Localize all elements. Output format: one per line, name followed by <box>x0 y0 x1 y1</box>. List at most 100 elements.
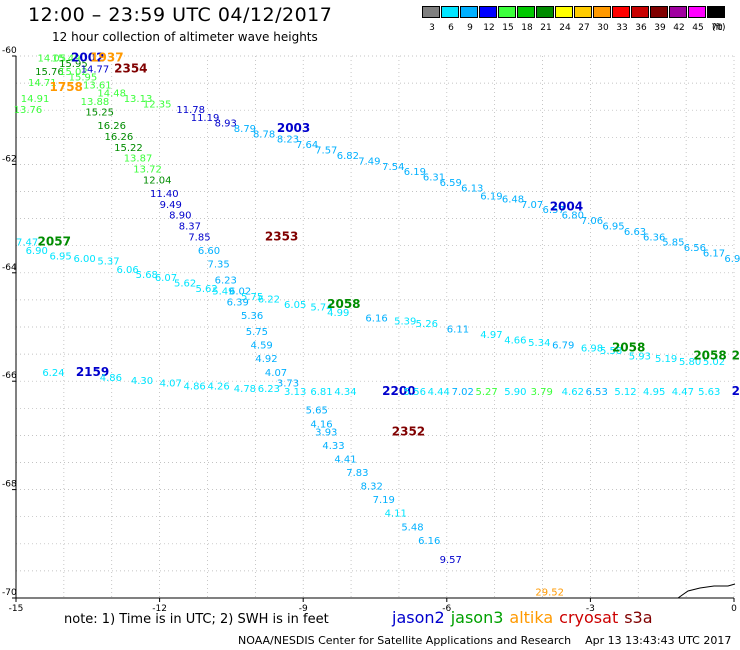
wave-height-value: 6.48 <box>502 194 524 205</box>
wave-height-value: 15.25 <box>85 108 114 119</box>
pass-time-label: 2004 <box>550 199 583 213</box>
legend-swatch <box>593 6 611 18</box>
x-tick-label: -12 <box>152 604 167 614</box>
wave-height-value: 7.47 <box>16 238 38 249</box>
wave-height-value: 5.74 <box>310 303 332 314</box>
wave-height-value: 7.57 <box>315 146 337 157</box>
y-tick-label: -62 <box>2 154 17 164</box>
satellite-altika: altika <box>509 608 554 627</box>
satellite-key: jason2 jason3 altika cryosat s3a <box>392 608 659 627</box>
wave-height-value: 13.76 <box>14 105 43 116</box>
wave-height-value: 4.30 <box>131 376 153 387</box>
footer-note: note: 1) Time is in UTC; 2) SWH is in fe… <box>64 612 329 627</box>
wave-height-value: 6.16 <box>418 536 440 547</box>
wave-height-value: 14.77 <box>81 64 110 75</box>
wave-height-value: 6.60 <box>198 246 220 257</box>
wave-height-value: 15.95 <box>69 72 98 83</box>
pass-time-label: 1937 <box>90 50 123 64</box>
wave-height-value: 12.35 <box>143 99 172 110</box>
wave-height-value: 6.19 <box>404 167 426 178</box>
legend-swatch <box>574 6 592 18</box>
wave-height-value: 8.93 <box>215 118 237 129</box>
legend-swatch <box>517 6 535 18</box>
wave-height-value: 9.57 <box>440 555 462 566</box>
wave-height-value: 4.16 <box>310 419 332 430</box>
wave-height-value: 5.93 <box>629 352 651 363</box>
wave-height-value: 7.07 <box>521 200 543 211</box>
wave-height-value: 5.58 <box>600 346 622 357</box>
wave-height-value: 4.41 <box>334 455 356 466</box>
wave-height-value: 6.36 <box>643 232 665 243</box>
wave-height-value: 7.54 <box>382 162 404 173</box>
wave-height-value: 6.53 <box>586 387 608 398</box>
wave-height-value: 7.02 <box>452 387 474 398</box>
legend-label: 36 <box>635 23 647 33</box>
pass-time-label: 2058 <box>612 340 645 354</box>
pass-time-label: 2354 <box>114 61 147 75</box>
wave-height-value: 8.78 <box>253 129 275 140</box>
wave-height-value: 4.62 <box>562 387 584 398</box>
wave-height-value: 8.32 <box>361 482 383 493</box>
legend-label: 21 <box>540 23 552 33</box>
x-tick-label: -3 <box>586 604 595 614</box>
wave-height-value: 6.00 <box>73 254 95 265</box>
wave-height-value: 5.62 <box>174 278 196 289</box>
wave-height-value: 11.19 <box>191 113 220 124</box>
wave-height-value: 5.39 <box>394 316 416 327</box>
wave-height-value: 6.07 <box>155 273 177 284</box>
wave-height-value: 7.85 <box>188 232 210 243</box>
wave-height-value: 8.79 <box>234 124 256 135</box>
legend-swatch <box>479 6 497 18</box>
wave-height-value: 7.83 <box>346 468 368 479</box>
wave-height-value: 6.95 <box>602 221 624 232</box>
chart-title: 12:00 – 23:59 UTC 04/12/2017 <box>28 4 333 26</box>
credit-text: NOAA/NESDIS Center for Satellite Applica… <box>238 634 572 647</box>
wave-height-value: 6.17 <box>703 249 725 260</box>
wave-height-value: 5.75 <box>241 292 263 303</box>
wave-height-value: 6.06 <box>117 265 139 276</box>
x-tick-label: -9 <box>299 604 308 614</box>
pass-time-label: 2058 <box>693 349 726 363</box>
legend-swatch <box>498 6 516 18</box>
pass-time-label: 2352 <box>392 424 425 438</box>
credit-line: NOAA/NESDIS Center for Satellite Applica… <box>238 634 731 647</box>
coastline-outline <box>677 583 736 599</box>
wave-height-value: 6.13 <box>461 184 483 195</box>
wave-height-value: 5.85 <box>662 238 684 249</box>
satellite-s3a: s3a <box>624 608 653 627</box>
legend-label: 6 <box>448 23 454 33</box>
wave-height-value: 8.90 <box>169 211 191 222</box>
pass-time-label: 2353 <box>265 229 298 243</box>
wave-height-value: 6.05 <box>284 300 306 311</box>
axes: -15 -12 -9 -6 -3 0 -60 -62 -64 -66 -68 -70 <box>2 46 737 614</box>
y-tick-label: -68 <box>2 480 17 490</box>
chart-subtitle: 12 hour collection of altimeter wave hei… <box>52 30 318 44</box>
legend-swatch <box>707 6 725 18</box>
y-tick-label: -64 <box>2 263 17 273</box>
legend-swatch <box>650 6 668 18</box>
legend-label: 42 <box>673 23 685 33</box>
wave-height-value: 15.02 <box>59 67 88 78</box>
legend-label: 45 <box>692 23 704 33</box>
pass-time-label: 2002 <box>71 50 104 64</box>
pass-time-label: 2059 <box>732 349 740 363</box>
wave-height-value: 5.19 <box>655 354 677 365</box>
wave-height-value: 6.11 <box>447 324 469 335</box>
wave-height-value: 4.92 <box>255 354 277 365</box>
wave-height-value: 14.91 <box>21 94 50 105</box>
wave-height-value: 6.22 <box>258 295 280 306</box>
wave-height-value: 6.02 <box>229 286 251 297</box>
wave-height-value: 6.56 <box>684 243 706 254</box>
wave-height-value: 4.86 <box>100 373 122 384</box>
legend-label: 70 <box>711 23 723 33</box>
legend-label: 33 <box>616 23 628 33</box>
wave-height-value: 4.26 <box>207 381 229 392</box>
wave-height-value: 11.78 <box>176 105 205 116</box>
pass-time-label: 2 <box>732 384 740 398</box>
legend-label: 18 <box>521 23 533 33</box>
wave-height-value: 3.73 <box>277 379 299 390</box>
wave-height-value: 6.63 <box>624 227 646 238</box>
wave-height-value: 5.48 <box>401 522 423 533</box>
wave-height-value: 6.79 <box>552 341 574 352</box>
